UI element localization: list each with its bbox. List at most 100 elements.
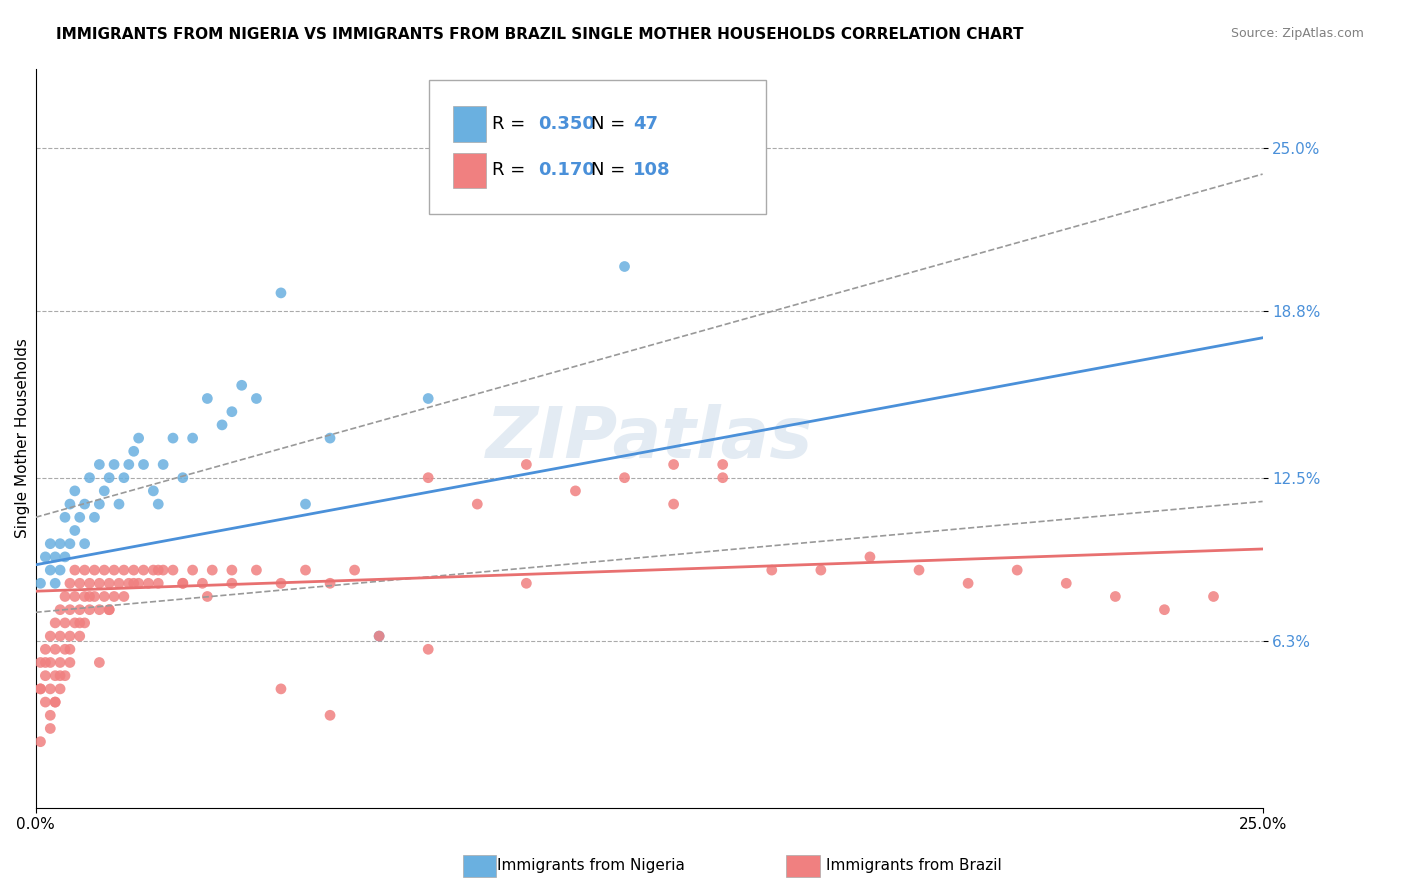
Point	[34, 656, 56, 670]
Point	[79, 576, 101, 591]
Point	[103, 590, 125, 604]
Point	[44, 576, 66, 591]
Point	[294, 563, 316, 577]
Point	[30, 734, 52, 748]
Point	[859, 549, 882, 564]
Point	[89, 603, 111, 617]
Point	[132, 458, 155, 472]
Point	[613, 260, 636, 274]
Y-axis label: Single Mother Households: Single Mother Households	[15, 338, 30, 538]
Point	[53, 549, 76, 564]
Point	[34, 642, 56, 657]
Point	[142, 483, 165, 498]
Point	[1054, 576, 1077, 591]
Point	[30, 576, 52, 591]
Point	[368, 629, 391, 643]
Point	[83, 563, 105, 577]
Point	[39, 681, 62, 696]
Point	[662, 458, 685, 472]
Point	[221, 405, 243, 419]
Point	[73, 497, 96, 511]
Point	[59, 656, 82, 670]
Point	[63, 524, 86, 538]
Point	[515, 576, 537, 591]
Point	[1153, 603, 1175, 617]
Text: R =: R =	[492, 115, 526, 133]
Point	[270, 681, 292, 696]
Point	[93, 590, 115, 604]
Point	[30, 681, 52, 696]
Point	[63, 615, 86, 630]
Text: R =: R =	[492, 161, 526, 179]
Point	[162, 431, 184, 445]
Point	[63, 563, 86, 577]
Point	[44, 549, 66, 564]
Point	[98, 603, 121, 617]
Point	[172, 576, 194, 591]
Point	[39, 537, 62, 551]
Point	[245, 563, 267, 577]
Point	[148, 563, 170, 577]
Point	[418, 642, 440, 657]
Point	[49, 681, 72, 696]
Point	[810, 563, 832, 577]
Point	[79, 590, 101, 604]
Point	[418, 471, 440, 485]
Point	[79, 471, 101, 485]
Point	[132, 563, 155, 577]
Point	[44, 695, 66, 709]
Point	[181, 563, 204, 577]
Point	[118, 458, 141, 472]
Point	[319, 576, 342, 591]
Point	[122, 563, 145, 577]
Point	[711, 471, 734, 485]
Point	[142, 563, 165, 577]
Text: 0.350: 0.350	[538, 115, 595, 133]
Point	[711, 458, 734, 472]
Point	[103, 458, 125, 472]
Point	[122, 444, 145, 458]
Point	[172, 576, 194, 591]
Point	[69, 615, 91, 630]
Text: Immigrants from Nigeria: Immigrants from Nigeria	[496, 858, 685, 872]
Point	[98, 471, 121, 485]
Point	[319, 708, 342, 723]
Point	[89, 656, 111, 670]
Point	[53, 615, 76, 630]
Point	[59, 629, 82, 643]
Point	[195, 392, 218, 406]
Point	[761, 563, 783, 577]
Point	[49, 668, 72, 682]
Point	[564, 483, 586, 498]
Point	[1104, 590, 1126, 604]
Point	[1005, 563, 1028, 577]
Point	[181, 431, 204, 445]
Point	[69, 629, 91, 643]
Point	[93, 563, 115, 577]
Point	[34, 695, 56, 709]
Point	[191, 576, 214, 591]
Point	[53, 590, 76, 604]
Point	[89, 576, 111, 591]
Point	[59, 497, 82, 511]
Point	[98, 603, 121, 617]
Point	[73, 590, 96, 604]
Point	[245, 392, 267, 406]
Point	[63, 483, 86, 498]
Point	[98, 576, 121, 591]
Point	[662, 497, 685, 511]
Point	[162, 563, 184, 577]
Point	[69, 603, 91, 617]
Point	[418, 392, 440, 406]
Point	[49, 563, 72, 577]
Point	[44, 668, 66, 682]
Point	[83, 590, 105, 604]
Point	[1202, 590, 1225, 604]
Point	[39, 722, 62, 736]
Point	[152, 458, 174, 472]
Point	[49, 603, 72, 617]
Point	[44, 615, 66, 630]
Text: IMMIGRANTS FROM NIGERIA VS IMMIGRANTS FROM BRAZIL SINGLE MOTHER HOUSEHOLDS CORRE: IMMIGRANTS FROM NIGERIA VS IMMIGRANTS FR…	[56, 27, 1024, 42]
Point	[343, 563, 366, 577]
Point	[39, 629, 62, 643]
